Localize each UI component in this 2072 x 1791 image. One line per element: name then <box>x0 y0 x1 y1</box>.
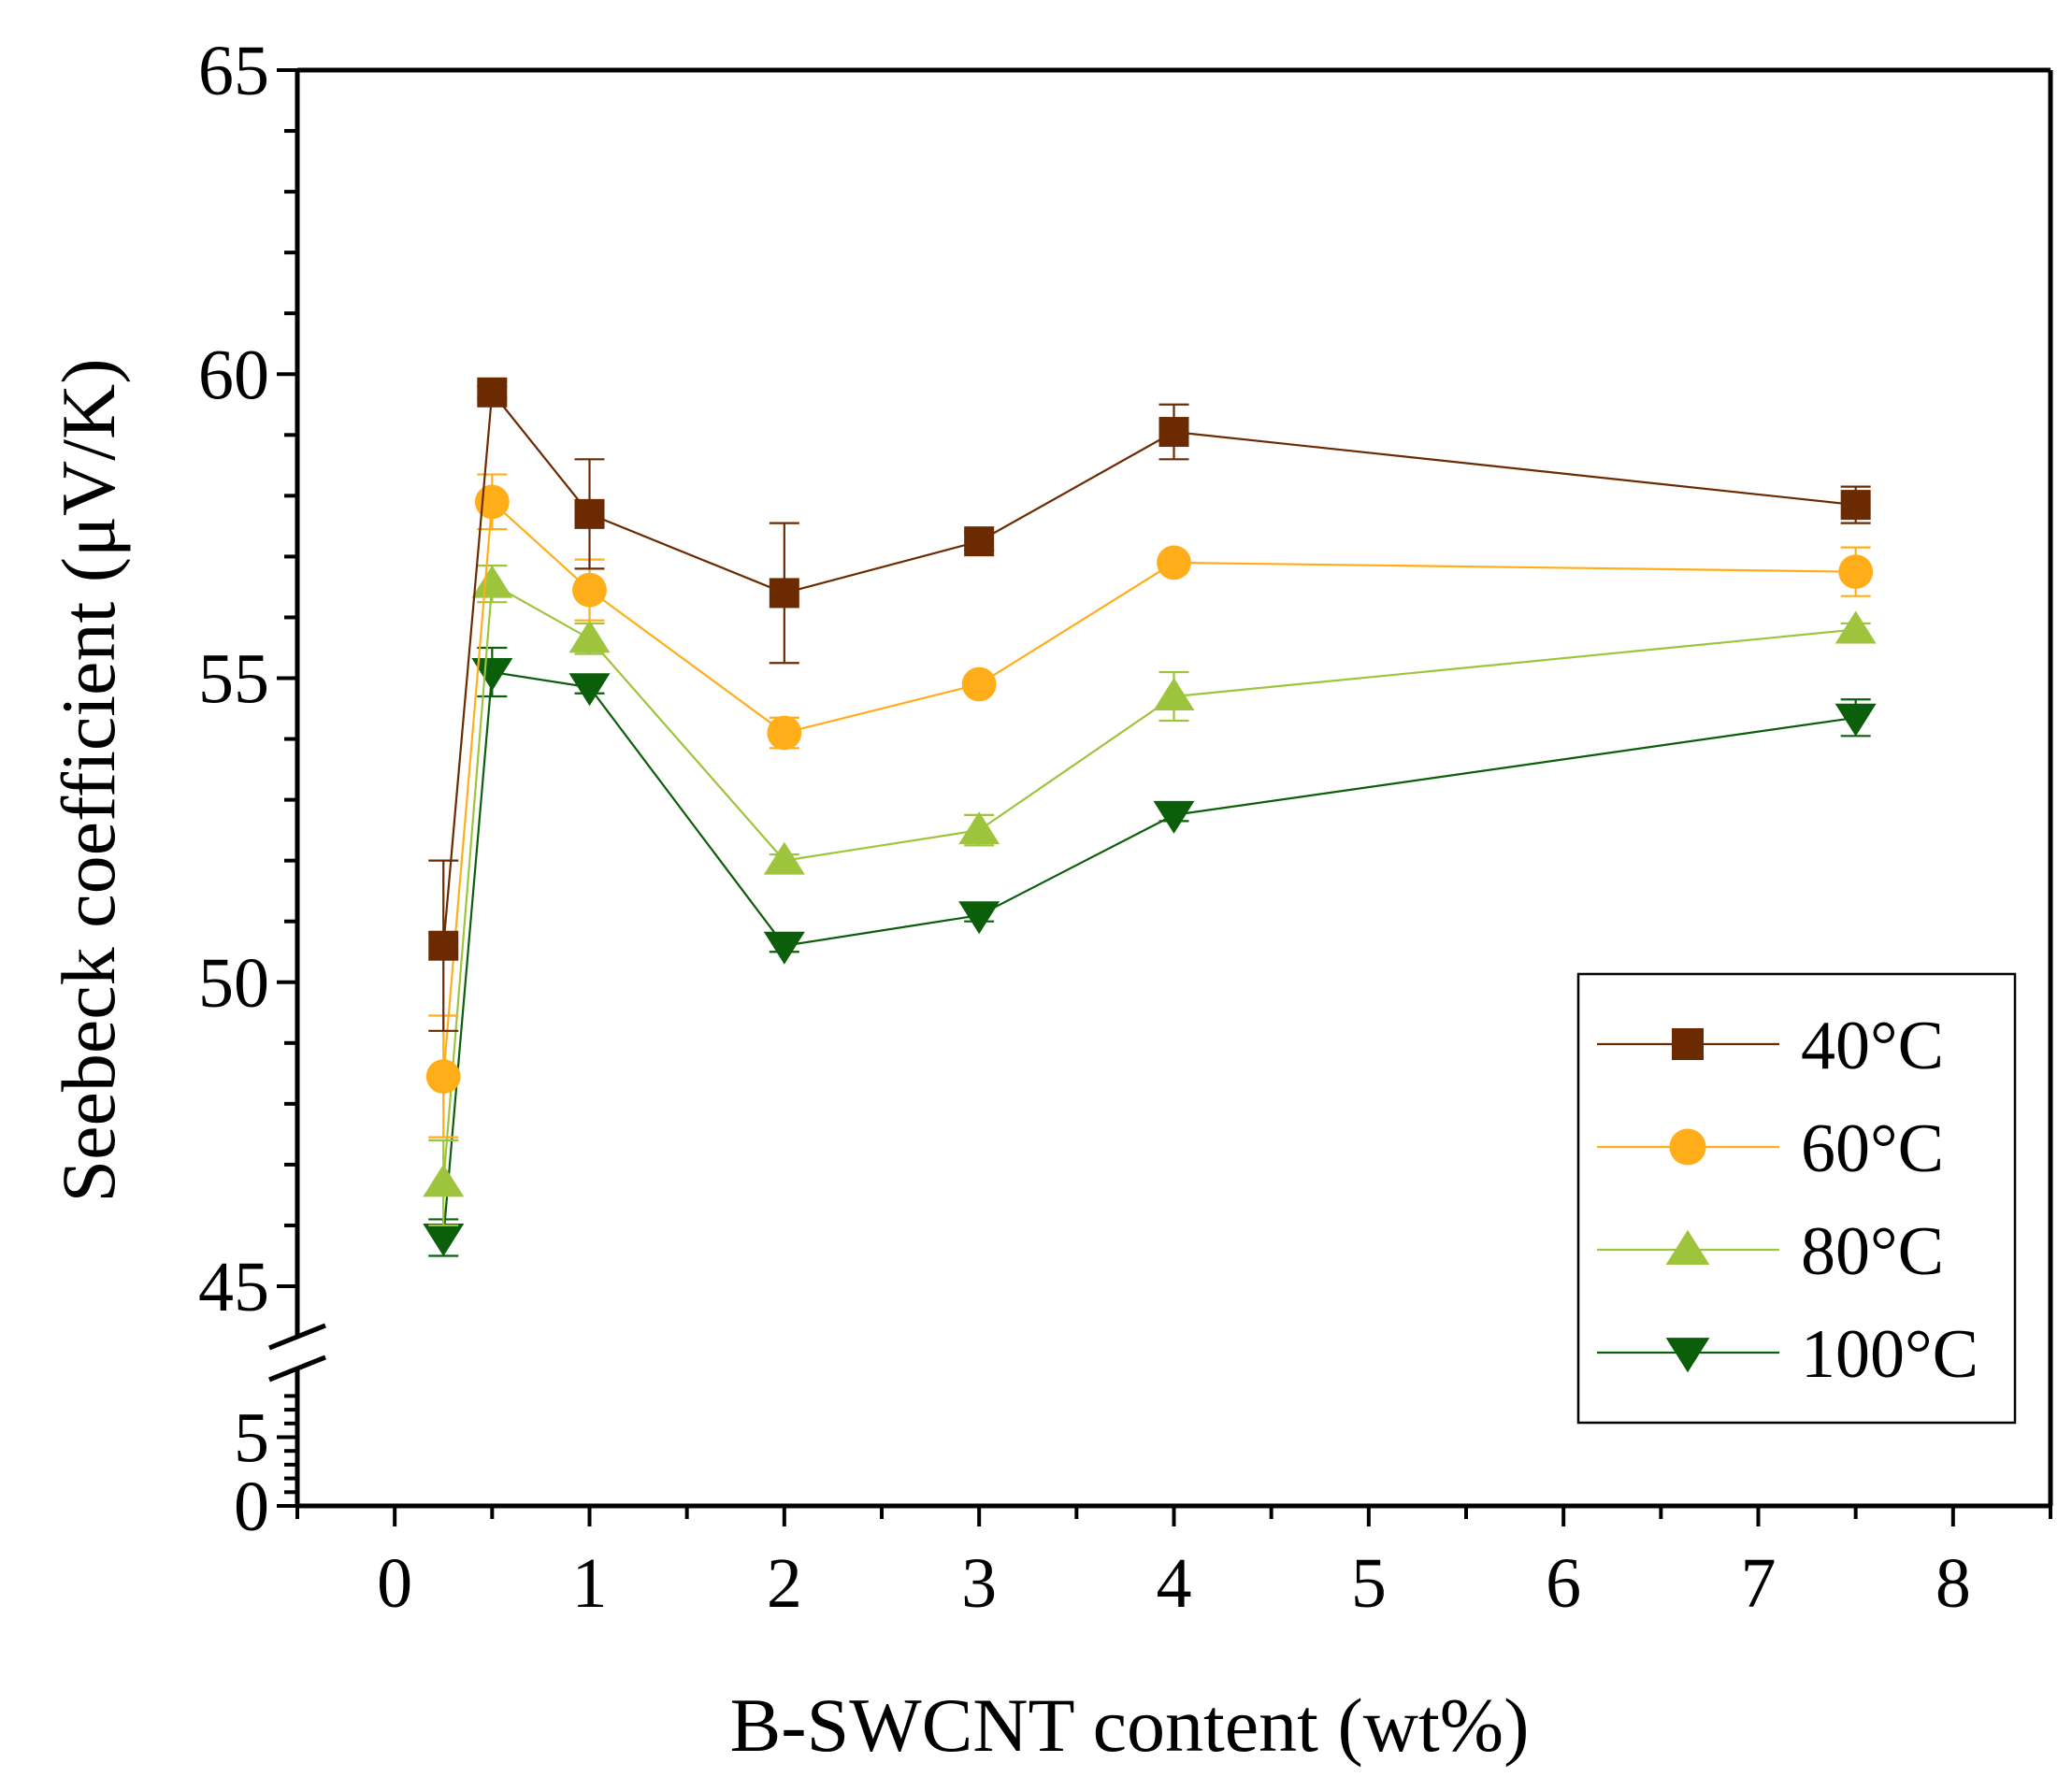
legend-label: 100°C <box>1801 1316 1978 1393</box>
data-point <box>1840 490 1871 521</box>
y-tick-label: 50 <box>198 944 269 1023</box>
series-100CC <box>423 646 1877 1257</box>
y-axis-ticks: 45 50 55 60 65 05 <box>198 32 297 1546</box>
x-tick-label: 4 <box>1157 1544 1192 1623</box>
x-axis-ticks: 0 1 2 3 4 5 6 7 8 <box>295 1506 2052 1623</box>
x-tick-label: 5 <box>1351 1544 1387 1623</box>
data-point <box>1838 554 1874 590</box>
data-point <box>958 901 1000 935</box>
data-point <box>961 666 997 702</box>
data-point <box>958 811 1000 845</box>
legend-marker <box>1672 1028 1704 1060</box>
y-axis-label: Seebeck coefficient (μV/K) <box>46 358 131 1202</box>
y-tick-label: 65 <box>198 32 269 110</box>
data-point <box>1153 678 1195 711</box>
y-tick-label: 5 <box>234 1399 269 1478</box>
data-point <box>1835 610 1877 644</box>
legend-entry: 60°C <box>1597 1110 1944 1187</box>
axis-break-mark <box>268 1323 326 1351</box>
data-point <box>568 673 611 707</box>
x-tick-label: 6 <box>1546 1544 1581 1623</box>
legend-label: 60°C <box>1801 1110 1944 1187</box>
legend-label: 40°C <box>1801 1008 1944 1084</box>
x-tick-label: 3 <box>961 1544 997 1623</box>
x-axis-label: B-SWCNT content (wt%) <box>730 1683 1530 1768</box>
y-tick-label: 55 <box>198 640 269 719</box>
series-60CC <box>425 473 1874 1139</box>
legend-label: 80°C <box>1801 1213 1944 1290</box>
data-point <box>1158 417 1189 448</box>
data-point <box>428 930 459 961</box>
data-point <box>574 498 605 529</box>
legend-entry: 40°C <box>1597 1008 1944 1084</box>
x-tick-label: 2 <box>767 1544 802 1623</box>
data-point <box>1157 545 1191 580</box>
data-point <box>471 657 513 691</box>
x-tick-label: 0 <box>377 1544 412 1623</box>
data-point <box>568 620 611 653</box>
data-point <box>425 1059 461 1094</box>
data-point <box>572 572 607 608</box>
series-80CC <box>423 565 1877 1227</box>
data-series <box>423 377 1877 1257</box>
y-tick-label: 60 <box>198 336 269 414</box>
legend-box <box>1576 972 2017 1425</box>
legend-marker <box>1665 1229 1710 1265</box>
x-tick-label: 1 <box>572 1544 608 1623</box>
series-40CC <box>428 377 1871 1032</box>
data-point <box>474 484 510 520</box>
data-point <box>1153 800 1195 834</box>
data-point <box>477 377 508 408</box>
series-line <box>442 389 1856 946</box>
legend: 40°C 60°C 80°C 100°C <box>1576 972 2017 1425</box>
data-point <box>423 1223 465 1256</box>
data-point <box>1835 703 1877 737</box>
y-tick-label: 45 <box>198 1248 269 1326</box>
legend-marker <box>1669 1128 1706 1166</box>
y-tick-label: 0 <box>234 1468 269 1546</box>
data-point <box>964 526 995 557</box>
data-point <box>423 1164 465 1197</box>
data-point <box>767 715 802 751</box>
legend-entry: 80°C <box>1597 1213 1944 1290</box>
x-tick-label: 7 <box>1741 1544 1777 1623</box>
legend-entry: 100°C <box>1597 1316 1978 1393</box>
x-tick-label: 8 <box>1935 1544 1971 1623</box>
data-point <box>471 565 513 598</box>
data-point <box>769 578 799 609</box>
legend-marker <box>1665 1338 1710 1373</box>
data-point <box>763 931 805 965</box>
data-point <box>763 841 805 875</box>
axis-break-mark <box>268 1354 326 1383</box>
